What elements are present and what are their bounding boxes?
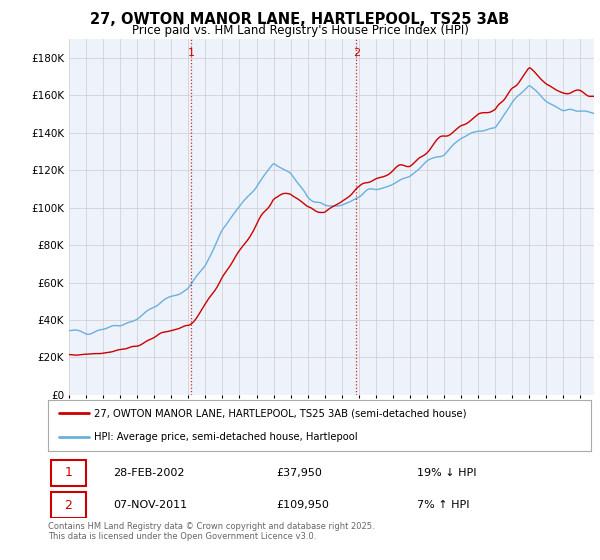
Text: £37,950: £37,950 [276, 468, 322, 478]
Text: £109,950: £109,950 [276, 500, 329, 510]
Text: Contains HM Land Registry data © Crown copyright and database right 2025.
This d: Contains HM Land Registry data © Crown c… [48, 522, 374, 542]
Text: Price paid vs. HM Land Registry's House Price Index (HPI): Price paid vs. HM Land Registry's House … [131, 24, 469, 36]
FancyBboxPatch shape [51, 492, 86, 519]
FancyBboxPatch shape [51, 460, 86, 486]
Text: HPI: Average price, semi-detached house, Hartlepool: HPI: Average price, semi-detached house,… [94, 432, 358, 442]
Text: 19% ↓ HPI: 19% ↓ HPI [417, 468, 477, 478]
Text: 1: 1 [64, 466, 73, 479]
Text: 7% ↑ HPI: 7% ↑ HPI [417, 500, 470, 510]
Text: 1: 1 [188, 48, 194, 58]
Text: 27, OWTON MANOR LANE, HARTLEPOOL, TS25 3AB (semi-detached house): 27, OWTON MANOR LANE, HARTLEPOOL, TS25 3… [94, 408, 467, 418]
Text: 2: 2 [64, 498, 73, 512]
Text: 28-FEB-2002: 28-FEB-2002 [113, 468, 185, 478]
Text: 07-NOV-2011: 07-NOV-2011 [113, 500, 187, 510]
Text: 2: 2 [353, 48, 360, 58]
Text: 27, OWTON MANOR LANE, HARTLEPOOL, TS25 3AB: 27, OWTON MANOR LANE, HARTLEPOOL, TS25 3… [91, 12, 509, 27]
